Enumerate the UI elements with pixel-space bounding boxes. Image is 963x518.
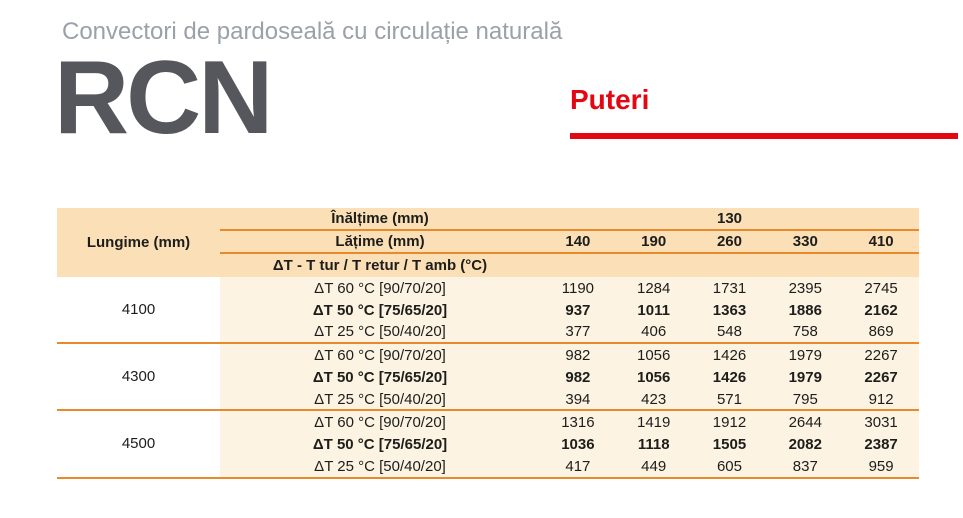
power-value: 2644: [767, 411, 844, 434]
power-value: 982: [540, 366, 616, 389]
header-delta-label: ΔT - T tur / T retur / T amb (°C): [220, 254, 540, 277]
power-value: 2745: [843, 277, 919, 300]
delta-row-label: ΔT 50 °C [75/65/20]: [220, 299, 540, 322]
length-value: 4300: [57, 344, 220, 412]
power-value: 377: [540, 321, 616, 345]
power-value: 1011: [615, 299, 692, 322]
header-height-value: 130: [540, 208, 919, 231]
delta-row-label: ΔT 60 °C [90/70/20]: [220, 344, 540, 367]
delta-row-label: ΔT 50 °C [75/65/20]: [220, 366, 540, 389]
power-value: 2267: [843, 344, 919, 367]
delta-row-label: ΔT 50 °C [75/65/20]: [220, 433, 540, 457]
power-value: 795: [767, 388, 844, 412]
header-width-label: Lățime (mm): [220, 231, 540, 254]
length-value: 4100: [57, 277, 220, 345]
power-value: 1419: [615, 411, 692, 434]
header-width-value: 140: [540, 231, 616, 254]
power-value: 1886: [767, 299, 844, 322]
power-value: 982: [540, 344, 616, 367]
header-width-value: 410: [843, 231, 919, 254]
power-value: 423: [615, 388, 692, 412]
power-value: 2395: [767, 277, 844, 300]
power-value: 1118: [615, 433, 692, 457]
section-divider-rule: [570, 133, 958, 139]
power-value: 548: [691, 321, 768, 345]
power-value: 406: [615, 321, 692, 345]
delta-row-label: ΔT 60 °C [90/70/20]: [220, 277, 540, 300]
power-value: 3031: [843, 411, 919, 434]
power-value: 1426: [691, 366, 768, 389]
page-title: Convectori de pardoseală cu circulație n…: [62, 18, 563, 45]
power-value: 1912: [691, 411, 768, 434]
power-value: 1979: [767, 366, 844, 389]
delta-row-label: ΔT 25 °C [50/40/20]: [220, 388, 540, 412]
product-code: RCN: [54, 40, 273, 156]
power-value: 912: [843, 388, 919, 412]
power-value: 1056: [615, 344, 692, 367]
power-value: 1363: [691, 299, 768, 322]
header-width-value: 260: [691, 231, 768, 254]
power-value: 417: [540, 456, 616, 479]
delta-row-label: ΔT 60 °C [90/70/20]: [220, 411, 540, 434]
power-value: 1190: [540, 277, 616, 300]
length-value: 4500: [57, 411, 220, 479]
power-value: 937: [540, 299, 616, 322]
section-heading: Puteri: [570, 84, 650, 115]
power-value: 1505: [691, 433, 768, 457]
power-value: 2387: [843, 433, 919, 457]
power-value: 1731: [691, 277, 768, 300]
power-value: 1979: [767, 344, 844, 367]
power-value: 758: [767, 321, 844, 345]
header-length: Lungime (mm): [57, 208, 220, 277]
header-width-value: 330: [767, 231, 844, 254]
power-value: 605: [691, 456, 768, 479]
header-delta-filler: [540, 254, 919, 277]
delta-row-label: ΔT 25 °C [50/40/20]: [220, 456, 540, 479]
power-value: 2267: [843, 366, 919, 389]
power-value: 1056: [615, 366, 692, 389]
power-value: 837: [767, 456, 844, 479]
power-value: 959: [843, 456, 919, 479]
power-value: 1426: [691, 344, 768, 367]
power-value: 2162: [843, 299, 919, 322]
power-value: 449: [615, 456, 692, 479]
power-value: 869: [843, 321, 919, 345]
header-width-value: 190: [615, 231, 692, 254]
power-value: 571: [691, 388, 768, 412]
delta-row-label: ΔT 25 °C [50/40/20]: [220, 321, 540, 345]
power-value: 1036: [540, 433, 616, 457]
power-value: 394: [540, 388, 616, 412]
power-value: 1316: [540, 411, 616, 434]
power-value: 1284: [615, 277, 692, 300]
power-table: Lungime (mm) Înălțime (mm) 130 Lățime (m…: [57, 208, 919, 479]
power-value: 2082: [767, 433, 844, 457]
header-height-label: Înălțime (mm): [220, 208, 540, 231]
